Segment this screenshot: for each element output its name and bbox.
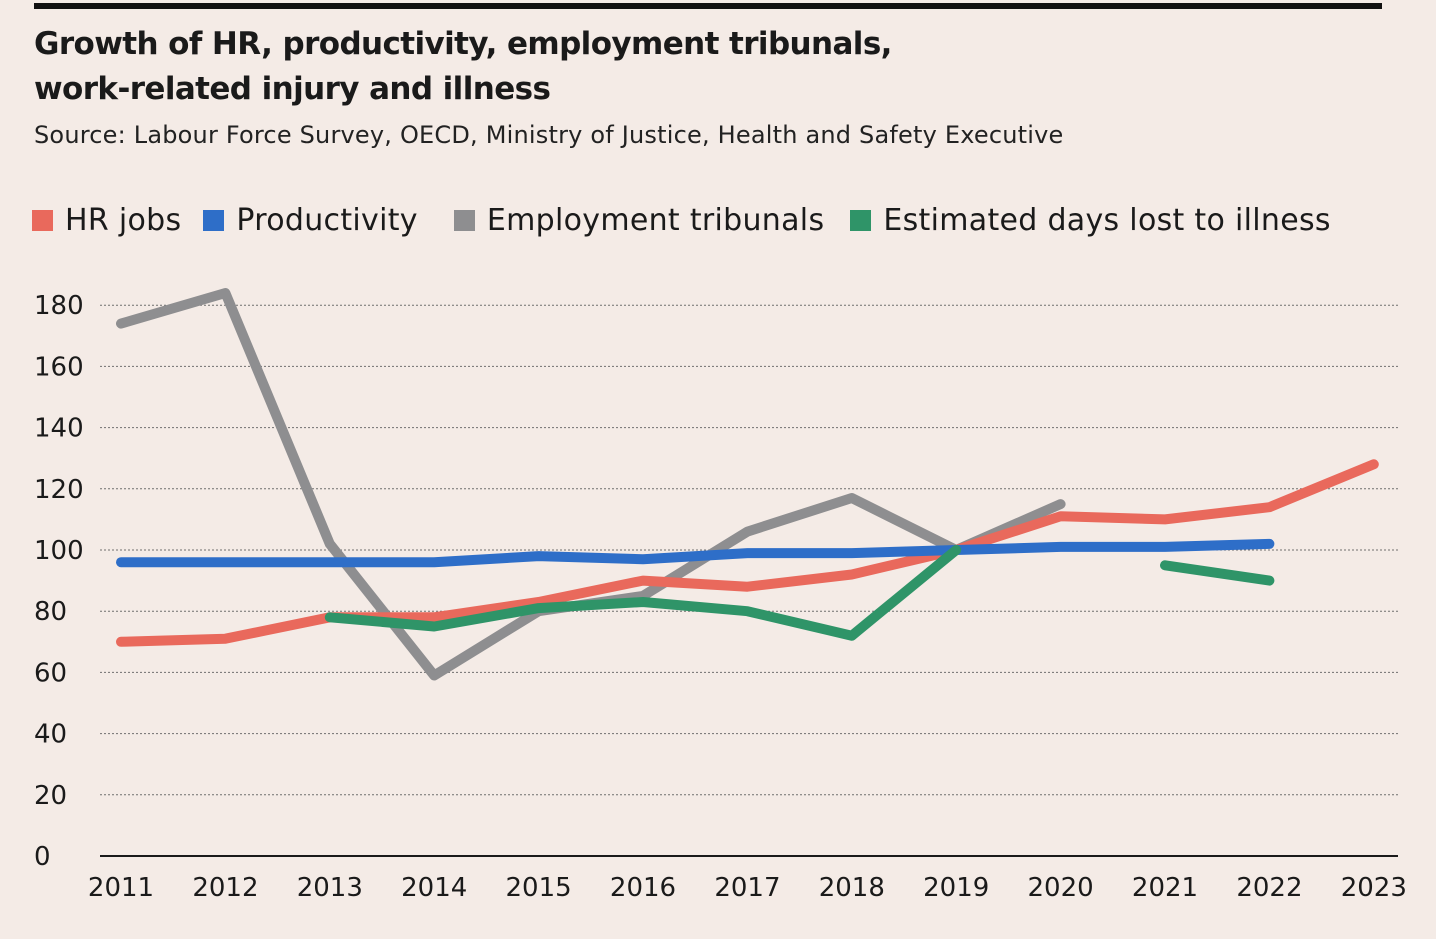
chart-title-line-1: Growth of HR, productivity, employment t… xyxy=(34,26,892,62)
series-line-estimated-days-lost-to-illness xyxy=(1160,560,1275,586)
y-tick-label: 0 xyxy=(34,842,51,872)
chart-title: Growth of HR, productivity, employment t… xyxy=(34,22,1134,112)
x-tick-label: 2013 xyxy=(297,873,363,903)
series-line-employment-tribunals xyxy=(116,288,1066,681)
legend-label: Estimated days lost to illness xyxy=(883,202,1331,238)
legend-label: Employment tribunals xyxy=(486,202,825,238)
x-tick-label: 2014 xyxy=(401,873,467,903)
y-tick-label: 120 xyxy=(34,475,84,505)
x-tick-label: 2012 xyxy=(192,873,258,903)
series-lines xyxy=(116,288,1379,681)
x-tick-label: 2023 xyxy=(1341,873,1407,903)
legend-item: Employment tribunals xyxy=(453,202,825,238)
chart-source: Source: Labour Force Survey, OECD, Minis… xyxy=(34,121,1064,149)
series-line-estimated-days-lost-to-illness xyxy=(324,545,962,641)
y-tick-label: 100 xyxy=(34,536,84,566)
x-tick-label: 2011 xyxy=(88,873,154,903)
x-tick-label: 2020 xyxy=(1028,873,1094,903)
gridlines xyxy=(100,304,1398,857)
y-tick-label: 20 xyxy=(34,781,67,811)
x-tick-label: 2021 xyxy=(1132,873,1198,903)
x-tick-label: 2017 xyxy=(714,873,780,903)
top-rule xyxy=(34,3,1382,9)
y-tick-label: 40 xyxy=(34,720,67,750)
x-tick-label: 2018 xyxy=(819,873,885,903)
legend-swatch xyxy=(203,209,225,231)
y-tick-label: 80 xyxy=(34,597,67,627)
legend-item: HR jobs xyxy=(32,203,181,238)
legend-item: Productivity xyxy=(203,202,418,238)
series-line-productivity xyxy=(116,538,1275,568)
legend-swatch xyxy=(850,209,872,231)
legend-swatch xyxy=(32,209,53,231)
x-axis-ticks: 2011 2012 2013 2014 2015 2016 2017 2018 2019 2020… xyxy=(88,873,1407,903)
legend-label: HR jobs xyxy=(65,202,182,238)
legend-label: Productivity xyxy=(236,202,418,238)
y-tick-label: 140 xyxy=(34,414,84,444)
chart-legend: HR jobs Productivity Employment tribunals E… xyxy=(32,198,1331,242)
chart-title-line-2: work-related injury and illness xyxy=(34,71,551,107)
x-tick-label: 2015 xyxy=(506,873,572,903)
legend-swatch xyxy=(453,209,475,231)
x-tick-label: 2022 xyxy=(1236,873,1302,903)
legend-item: Estimated days lost to illness xyxy=(850,202,1331,238)
x-tick-label: 2016 xyxy=(610,873,676,903)
y-tick-label: 60 xyxy=(34,658,67,688)
y-tick-label: 160 xyxy=(34,352,84,382)
x-tick-label: 2019 xyxy=(923,873,989,903)
y-tick-label: 180 xyxy=(34,291,84,321)
y-axis-ticks: 0 20 40 60 80 100 120 140 160 180 xyxy=(34,291,84,872)
